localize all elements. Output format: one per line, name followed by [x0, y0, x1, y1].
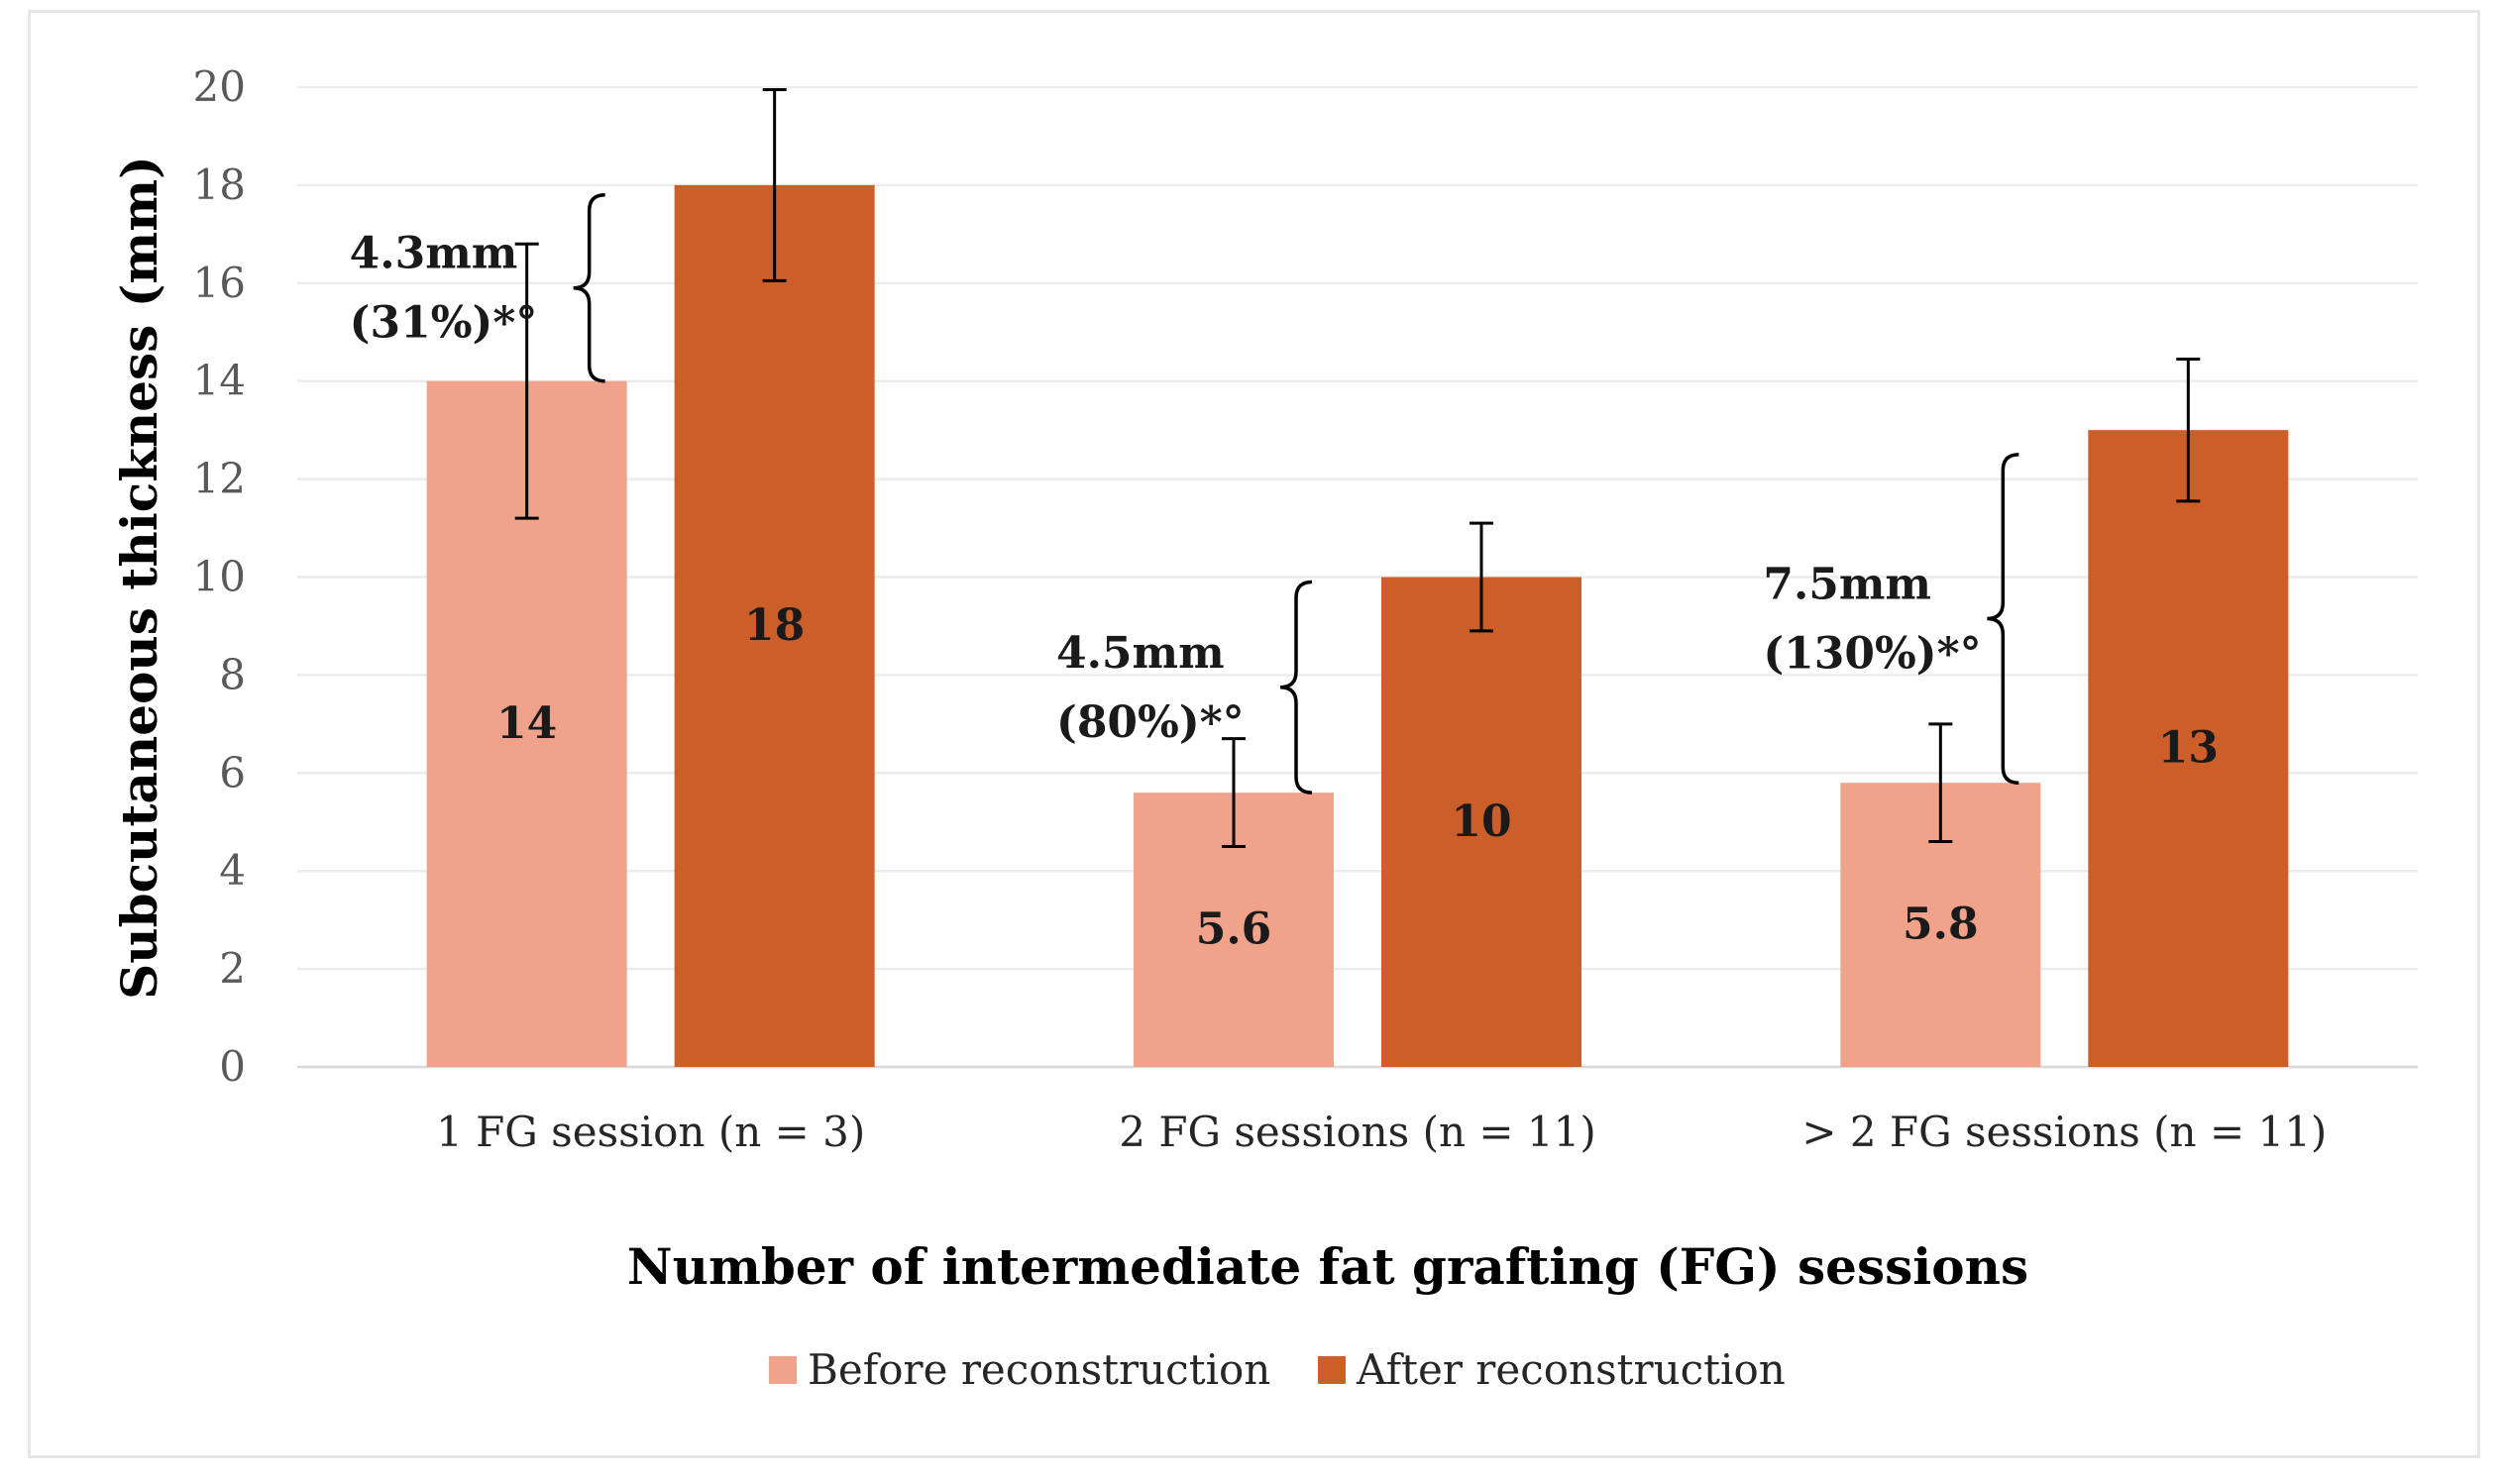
data-label: 13 — [2158, 723, 2219, 774]
x-category-label: > 2 FG sessions (n = 11) — [1801, 1108, 2327, 1156]
x-axis-title: Number of intermediate fat grafting (FG)… — [627, 1237, 2028, 1296]
data-label: 5.6 — [1196, 904, 1272, 955]
annotation-brace — [1987, 453, 2019, 785]
y-tick-label: 4 — [219, 846, 246, 895]
annotation-difference: 4.3mm — [350, 229, 518, 279]
bar-after — [2088, 430, 2289, 1067]
legend-label-after: After reconstruction — [1356, 1345, 1786, 1394]
bars — [426, 184, 2289, 1067]
legend-swatch-before — [769, 1356, 797, 1384]
annotation-brace — [1279, 580, 1313, 795]
y-tick-label: 0 — [219, 1042, 246, 1091]
data-label: 14 — [496, 698, 557, 749]
y-tick-label: 2 — [219, 944, 246, 993]
data-label: 10 — [1451, 796, 1511, 847]
x-axis-categories: 1 FG session (n = 3) 2 FG sessions (n = 1… — [436, 1108, 2327, 1156]
error-bars — [514, 87, 2201, 848]
data-label: 5.8 — [1903, 900, 1979, 950]
legend: Before reconstruction After reconstructi… — [769, 1345, 1786, 1394]
y-tick-label: 8 — [219, 650, 246, 698]
x-category-label: 2 FG sessions (n = 11) — [1119, 1108, 1595, 1156]
annotation-difference: 7.5mm — [1763, 560, 1931, 610]
y-tick-label: 6 — [219, 748, 246, 796]
annotation-percent: (130%)*° — [1763, 629, 1981, 680]
y-tick-label: 18 — [193, 160, 246, 209]
annotation-brace — [573, 193, 605, 383]
bar-after — [1381, 577, 1581, 1067]
y-axis-title: Subcutaneous thickness (mm) — [110, 156, 168, 1000]
y-axis-ticks: 0 2 4 6 8 10 12 14 16 18 20 — [193, 62, 246, 1091]
annotations: 4.3mm (31%)*° 4.5mm (80%)*° 7.5mm (130%)*° — [350, 193, 2019, 795]
legend-label-before: Before reconstruction — [808, 1345, 1270, 1394]
annotation-difference: 4.5mm — [1056, 628, 1225, 679]
annotation-percent: (31%)*° — [350, 298, 538, 349]
annotation-percent: (80%)*° — [1056, 697, 1245, 748]
y-tick-label: 16 — [193, 259, 246, 307]
y-tick-label: 10 — [193, 553, 246, 601]
gridlines — [297, 85, 2418, 1069]
y-tick-label: 14 — [193, 357, 246, 405]
y-tick-label: 12 — [193, 455, 246, 503]
x-category-label: 1 FG session (n = 3) — [436, 1108, 865, 1156]
bar-after — [674, 184, 875, 1067]
y-tick-label: 20 — [193, 62, 246, 111]
data-labels: 14 18 5.6 10 5.8 13 — [496, 600, 2219, 955]
data-label: 18 — [744, 600, 805, 651]
legend-swatch-after — [1318, 1356, 1346, 1384]
